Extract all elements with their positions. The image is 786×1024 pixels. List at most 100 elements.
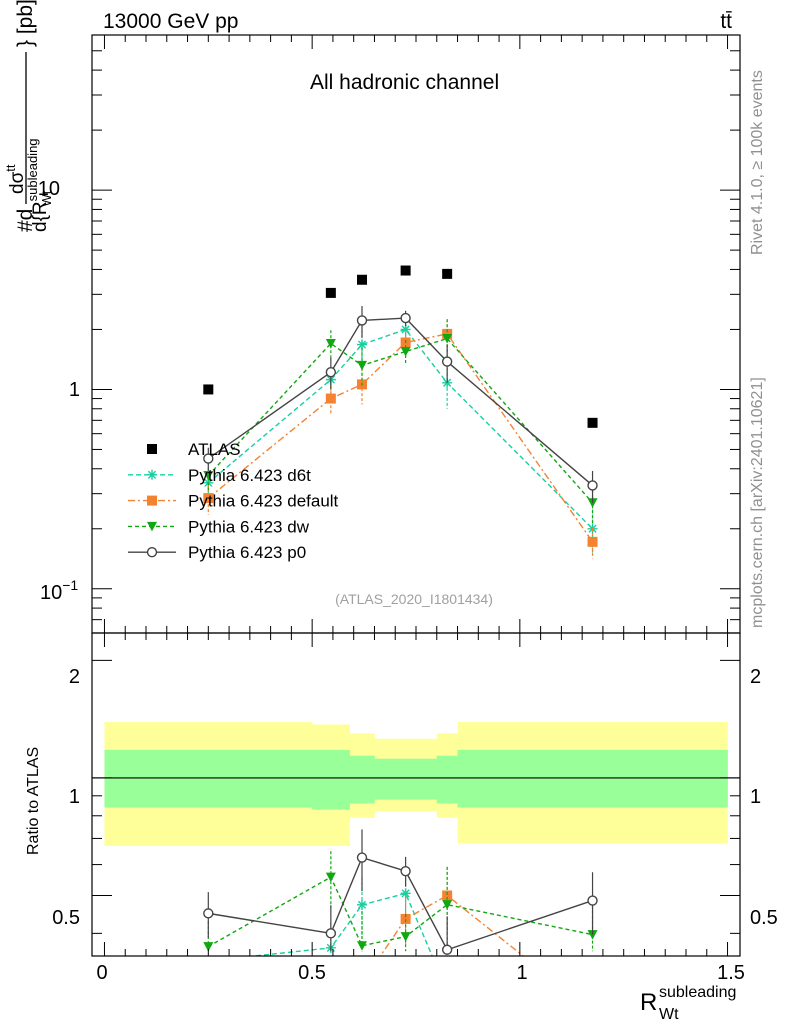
- ratio-ytick-right-0.5: 0.5: [750, 907, 778, 929]
- series-point: [587, 498, 598, 508]
- series-point: [357, 339, 367, 350]
- legend-label: Pythia 6.423 default: [188, 492, 339, 511]
- series-line-4: [207, 317, 593, 486]
- series-point: [203, 453, 214, 464]
- legend-marker: [147, 444, 157, 454]
- series-point: [325, 393, 336, 404]
- legend: ATLAS Pythia 6.423 d6t Pythia 6.423 defaul…: [128, 440, 339, 562]
- main-ylabel-num-base: dσ: [7, 171, 28, 194]
- series-point: [400, 312, 411, 324]
- series-point: [587, 480, 598, 491]
- series-point: [400, 347, 411, 357]
- ratio-point: [325, 872, 336, 883]
- xtick-1.5: 1.5: [717, 962, 745, 984]
- ratio-inner-band-bin: [104, 749, 313, 808]
- xtick-1: 1: [516, 962, 527, 984]
- process-label: tt̄: [720, 10, 732, 33]
- ratio-ytick-right-1: 1: [750, 786, 761, 808]
- ratio-line-4: [208, 856, 593, 951]
- ratio-point: [587, 895, 598, 906]
- ratio-inner-band-bin: [349, 755, 375, 804]
- main-ylabel-unit: } [pb]: [14, 0, 37, 47]
- atlas-point: [203, 384, 214, 395]
- main-ylabel-den-sup: subleading: [25, 138, 40, 201]
- ratio-bands: [104, 722, 728, 846]
- ratio-point: [442, 900, 453, 910]
- ratio-line-2: [208, 894, 593, 1012]
- series-point: [357, 360, 367, 371]
- xlabel-sub: Wt: [659, 1006, 679, 1023]
- main-data-layer: [203, 265, 598, 559]
- ratio-point: [203, 942, 214, 952]
- ytick-1: 1: [69, 379, 80, 401]
- ratio-inner-band-bin: [436, 755, 458, 804]
- atlas-point: [325, 287, 336, 298]
- main-ylabel-den-sub: Wt: [39, 190, 54, 206]
- main-ylabel-numerator: dσtt: [3, 164, 28, 194]
- ratio-clip-cover: [92, 956, 740, 1024]
- series-line-1: [207, 328, 594, 530]
- ytick-0.1-exp: −1: [62, 577, 78, 593]
- ratio-ticks: [92, 633, 740, 956]
- main-panel: 10 1 10−1 All hadronic channel (ATLAS_20…: [38, 34, 741, 634]
- series-point: [442, 328, 453, 339]
- legend-marker: [147, 521, 157, 532]
- ratio-point: [442, 890, 453, 901]
- ratio-ytick-left-2: 2: [69, 666, 80, 688]
- xtick-0.5: 0.5: [298, 962, 326, 984]
- legend-marker: [147, 469, 157, 480]
- xlabel-base: R: [640, 989, 657, 1016]
- atlas-point: [400, 265, 411, 276]
- series-point: [356, 315, 368, 326]
- main-ylabel-hash-d: #d: [14, 209, 37, 232]
- ytick-0.1: 10−1: [40, 577, 78, 604]
- xlabel: R subleading Wt: [640, 984, 736, 1023]
- ratio-point: [357, 941, 367, 951]
- analysis-id: (ATLAS_2020_I1801434): [335, 591, 493, 607]
- ratio-inner-band-bin: [374, 758, 438, 800]
- ytick-0.1-base: 10: [40, 582, 62, 604]
- legend-marker: [147, 495, 157, 506]
- energy-label: 13000 GeV pp: [103, 10, 238, 33]
- series-point: [203, 493, 214, 504]
- series-point: [442, 334, 453, 344]
- side-rivet-text: Rivet 4.1.0, ≥ 100k events: [749, 70, 766, 255]
- side-site-text: mcplots.cern.ch [arXiv:2401.10621]: [749, 377, 766, 628]
- main-ylabel-num-sup: tt: [3, 164, 18, 172]
- ratio-ylabel: Ratio to ATLAS: [25, 747, 42, 855]
- xtick-0: 0: [96, 962, 107, 984]
- series-line-2: [207, 333, 594, 543]
- main-ylabel: #d dσtt d{RsubleadingWt } [pb]: [3, 0, 54, 232]
- main-ylabel-den-base: d{R: [30, 201, 51, 232]
- ratio-point: [400, 932, 411, 942]
- legend-marker: [146, 547, 158, 558]
- legend-label: Pythia 6.423 p0: [188, 543, 306, 562]
- ratio-point: [356, 852, 368, 863]
- atlas-point: [357, 274, 367, 285]
- legend-label: Pythia 6.423 d6t: [188, 466, 311, 485]
- ratio-ytick-right-2: 2: [750, 666, 761, 688]
- ytick-10: 10: [38, 178, 60, 200]
- series-point: [587, 536, 598, 547]
- series-point: [203, 471, 214, 481]
- ratio-point: [400, 913, 411, 924]
- series-point: [400, 324, 411, 335]
- atlas-point: [587, 417, 598, 428]
- series-point: [441, 356, 453, 367]
- series-line-3: [207, 337, 594, 504]
- ratio-inner-band-bin: [457, 749, 728, 808]
- channel-label: All hadronic channel: [310, 71, 499, 94]
- ratio-line-3: [207, 876, 593, 948]
- ratio-panel: 2 1 0.5 2 1 0.5 0 0.5 1 1.5: [52, 632, 778, 1024]
- ratio-point: [400, 888, 411, 899]
- main-ylabel-denominator: d{RsubleadingWt: [25, 138, 54, 232]
- ratio-ytick-left-1: 1: [69, 786, 80, 808]
- ratio-point: [587, 930, 598, 940]
- series-point: [325, 367, 337, 378]
- ratio-point: [203, 908, 214, 919]
- ratio-point: [325, 928, 337, 939]
- legend-label: ATLAS: [188, 440, 241, 459]
- legend-label: Pythia 6.423 dw: [188, 517, 310, 536]
- xlabel-sup: subleading: [659, 984, 736, 1001]
